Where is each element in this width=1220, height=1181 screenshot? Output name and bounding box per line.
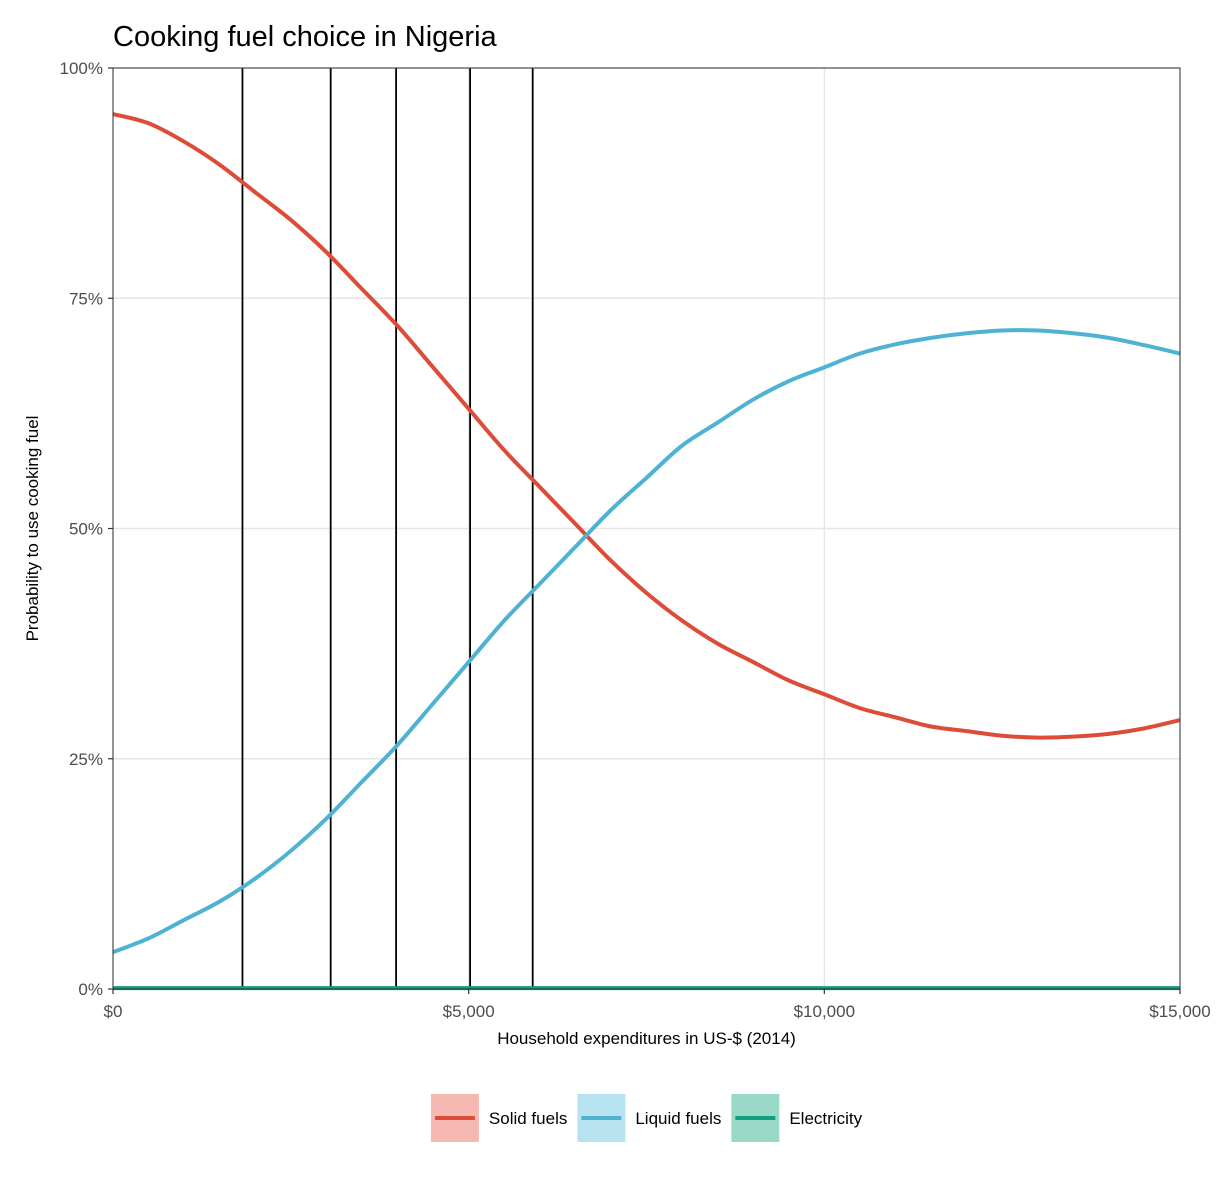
legend-label-1: Solid fuels (489, 1109, 567, 1128)
legend-label-3: Electricity (789, 1109, 862, 1128)
chart-title: Cooking fuel choice in Nigeria (113, 21, 498, 53)
series-line-1 (112, 112, 1181, 740)
y-tick-label-1: 25% (69, 750, 103, 769)
x-tick-label-2: $10,000 (794, 1002, 855, 1021)
y-axis-title: Probability to use cooking fuel (23, 416, 42, 642)
y-tick-label-2: 50% (69, 520, 103, 539)
x-axis-title: Household expenditures in US-$ (2014) (497, 1029, 796, 1048)
x-tick-label-1: $5,000 (443, 1002, 495, 1021)
x-tick-label-0: $0 (104, 1002, 123, 1021)
legend-item-2: Liquid fuels (577, 1094, 721, 1142)
legend-item-3: Electricity (731, 1094, 863, 1142)
y-tick-label-0: 0% (78, 980, 103, 999)
x-tick-label-3: $15,000 (1149, 1002, 1210, 1021)
vertical-reference-lines (241, 68, 534, 989)
legend-label-2: Liquid fuels (635, 1109, 721, 1128)
y-axis: 0% 25% 50% 75% 100% (60, 59, 113, 999)
y-tick-label-3: 75% (69, 289, 103, 308)
y-tick-label-4: 100% (60, 59, 103, 78)
legend: Solid fuels Liquid fuels Electricity (430, 1094, 863, 1142)
x-axis: $0 $5,000 $10,000 $15,000 (104, 989, 1211, 1021)
series-line-2 (112, 328, 1181, 955)
series-lines (112, 112, 1181, 991)
legend-item-1: Solid fuels (430, 1094, 567, 1142)
